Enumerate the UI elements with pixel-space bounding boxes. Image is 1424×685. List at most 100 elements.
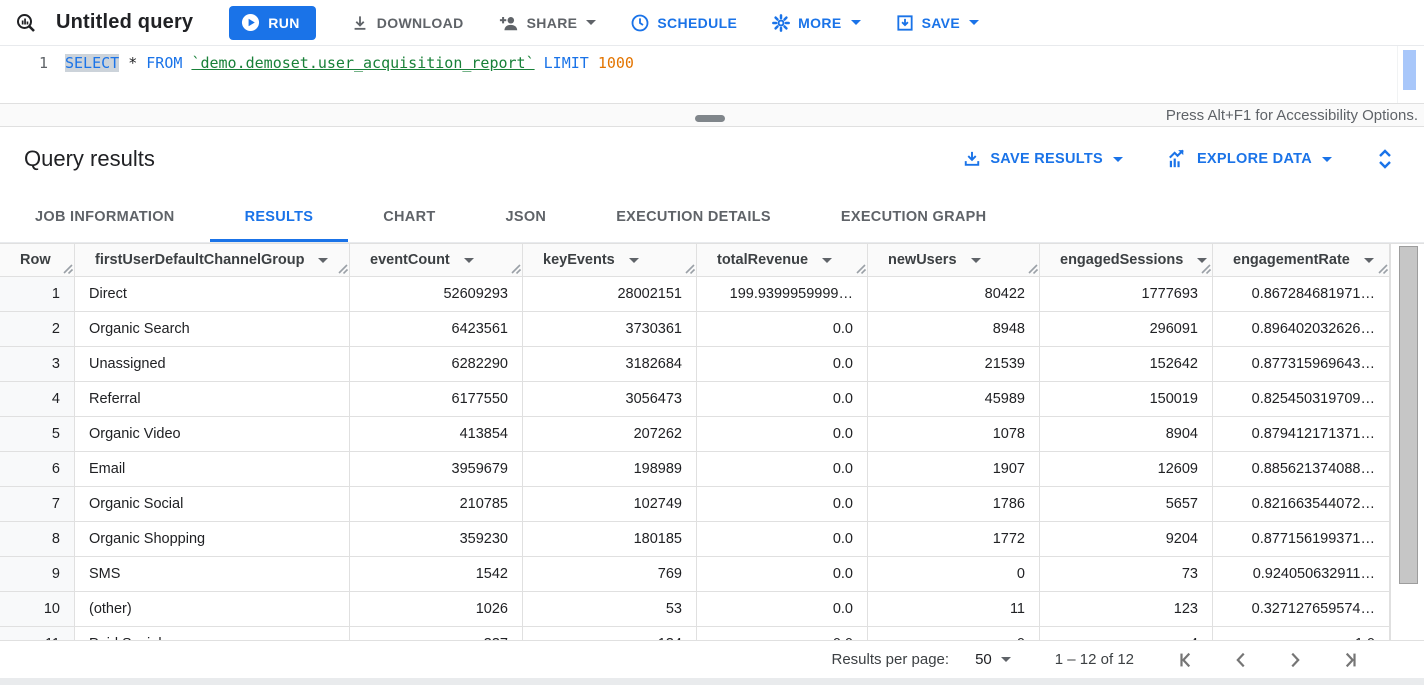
table-cell: Referral	[75, 382, 350, 416]
table-cell: 3959679	[350, 452, 523, 486]
table-cell: 3182684	[523, 347, 697, 381]
first-page-button[interactable]	[1176, 649, 1198, 671]
download-button[interactable]: DOWNLOAD	[350, 13, 464, 33]
column-header-Row[interactable]: Row	[0, 244, 75, 276]
collapse-expand-icon[interactable]	[1376, 148, 1394, 170]
tab-execution-details[interactable]: EXECUTION DETAILS	[616, 208, 771, 225]
table-cell: 1786	[868, 487, 1040, 521]
play-icon	[241, 13, 260, 32]
table-cell: 11	[868, 592, 1040, 626]
table-cell: 0.0	[697, 347, 868, 381]
clock-icon	[630, 13, 650, 33]
column-menu-icon[interactable]	[822, 257, 833, 263]
sql-code-line[interactable]: SELECT * FROM `demo.demoset.user_acquisi…	[65, 54, 634, 72]
column-header-eventCount[interactable]: eventCount	[350, 244, 523, 276]
table-row: 11Paid Social3371340.0041.0	[0, 627, 1424, 640]
save-button[interactable]: SAVE	[895, 13, 980, 33]
tab-execution-graph[interactable]: EXECUTION GRAPH	[840, 208, 987, 225]
more-button[interactable]: MORE	[771, 13, 861, 33]
sql-keyword-select: SELECT	[65, 54, 120, 72]
column-menu-icon[interactable]	[318, 257, 329, 263]
table-scrollbar-track[interactable]	[1390, 244, 1424, 640]
row-number-cell: 5	[0, 417, 75, 451]
sql-keyword-limit: LIMIT	[543, 54, 589, 72]
editor-scrollbar-thumb[interactable]	[1403, 50, 1416, 90]
column-menu-icon[interactable]	[463, 257, 474, 263]
tab-json[interactable]: JSON	[505, 208, 547, 225]
table-cell: 80422	[868, 277, 1040, 311]
table-cell: 53	[523, 592, 697, 626]
explore-data-button[interactable]: EXPLORE DATA	[1167, 149, 1332, 169]
table-cell: 9204	[1040, 522, 1213, 556]
last-page-button[interactable]	[1338, 649, 1360, 671]
column-menu-icon[interactable]	[628, 257, 639, 263]
splitter-drag-handle[interactable]	[695, 115, 725, 122]
column-header-engagedSessions[interactable]: engagedSessions	[1040, 244, 1213, 276]
row-number-cell: 4	[0, 382, 75, 416]
gear-icon	[771, 13, 791, 33]
column-menu-icon[interactable]	[1197, 257, 1208, 263]
row-number-cell: 11	[0, 627, 75, 640]
table-cell: Organic Video	[75, 417, 350, 451]
table-cell: 1777693	[1040, 277, 1213, 311]
share-button[interactable]: SHARE	[498, 13, 597, 33]
sql-table-reference[interactable]: `demo.demoset.user_acquisition_report`	[191, 54, 535, 72]
chevron-down-icon	[1112, 156, 1123, 162]
table-cell: 0.867284681971…	[1213, 277, 1390, 311]
table-cell: 0.877156199371…	[1213, 522, 1390, 556]
tab-results[interactable]: RESULTS	[209, 191, 349, 242]
table-cell: 210785	[350, 487, 523, 521]
save-icon	[895, 13, 915, 33]
tab-chart[interactable]: CHART	[383, 208, 436, 225]
sql-limit-value: 1000	[597, 54, 634, 72]
table-cell: 199.9399959999…	[697, 277, 868, 311]
download-icon	[350, 13, 370, 33]
row-number-cell: 2	[0, 312, 75, 346]
row-number-cell: 1	[0, 277, 75, 311]
table-cell: 0.877315969643…	[1213, 347, 1390, 381]
table-cell: 337	[350, 627, 523, 640]
table-row: 3 Unassigned 6282290 3182684 0.0 21539 152642 0…	[0, 347, 1424, 382]
table-header-row: Row firstUserDefaultChannelGroup eventCoun…	[0, 243, 1424, 277]
column-header-engagementRate[interactable]: engagementRate	[1213, 244, 1390, 276]
horizontal-scrollbar-track[interactable]	[0, 678, 1424, 685]
table-cell: (other)	[75, 592, 350, 626]
column-menu-icon[interactable]	[1363, 257, 1374, 263]
previous-page-button[interactable]	[1230, 649, 1252, 671]
results-per-page-label: Results per page:	[831, 651, 950, 668]
table-row: 10 (other) 1026 53 0.0 11 123 0.327127659574…	[0, 592, 1424, 627]
table-cell: 0.896402032626…	[1213, 312, 1390, 346]
schedule-button[interactable]: SCHEDULE	[630, 13, 737, 33]
table-cell: 152642	[1040, 347, 1213, 381]
table-cell: 8904	[1040, 417, 1213, 451]
table-cell: 1078	[868, 417, 1040, 451]
table-cell: 0.0	[697, 592, 868, 626]
column-header-totalRevenue[interactable]: totalRevenue	[697, 244, 868, 276]
column-header-firstUserDefaultChannelGroup[interactable]: firstUserDefaultChannelGroup	[75, 244, 350, 276]
table-cell: 0.879412171371…	[1213, 417, 1390, 451]
table-cell: 0.821663544072…	[1213, 487, 1390, 521]
page-size-select[interactable]: 50	[975, 651, 1011, 668]
chevron-down-icon	[1322, 156, 1332, 162]
table-cell: SMS	[75, 557, 350, 591]
table-cell: 0.0	[697, 522, 868, 556]
column-header-newUsers[interactable]: newUsers	[868, 244, 1040, 276]
row-number-cell: 6	[0, 452, 75, 486]
save-results-button[interactable]: SAVE RESULTS	[962, 149, 1123, 169]
table-scrollbar-thumb[interactable]	[1399, 246, 1418, 584]
tab-job-information[interactable]: JOB INFORMATION	[35, 208, 175, 225]
table-cell: 150019	[1040, 382, 1213, 416]
table-cell: 359230	[350, 522, 523, 556]
column-menu-icon[interactable]	[970, 257, 981, 263]
run-button[interactable]: RUN	[229, 5, 316, 40]
table-cell: 0.0	[697, 417, 868, 451]
add-person-icon	[498, 13, 520, 33]
line-number: 1	[38, 54, 48, 72]
table-cell: 0.0	[697, 452, 868, 486]
chevron-down-icon	[850, 20, 861, 25]
table-row: 1 Direct 52609293 28002151 199.9399959999… 80…	[0, 277, 1424, 312]
column-header-keyEvents[interactable]: keyEvents	[523, 244, 697, 276]
table-cell: 0.0	[697, 557, 868, 591]
next-page-button[interactable]	[1284, 649, 1306, 671]
sql-editor[interactable]: 1 SELECT * FROM `demo.demoset.user_acqui…	[0, 46, 1424, 103]
